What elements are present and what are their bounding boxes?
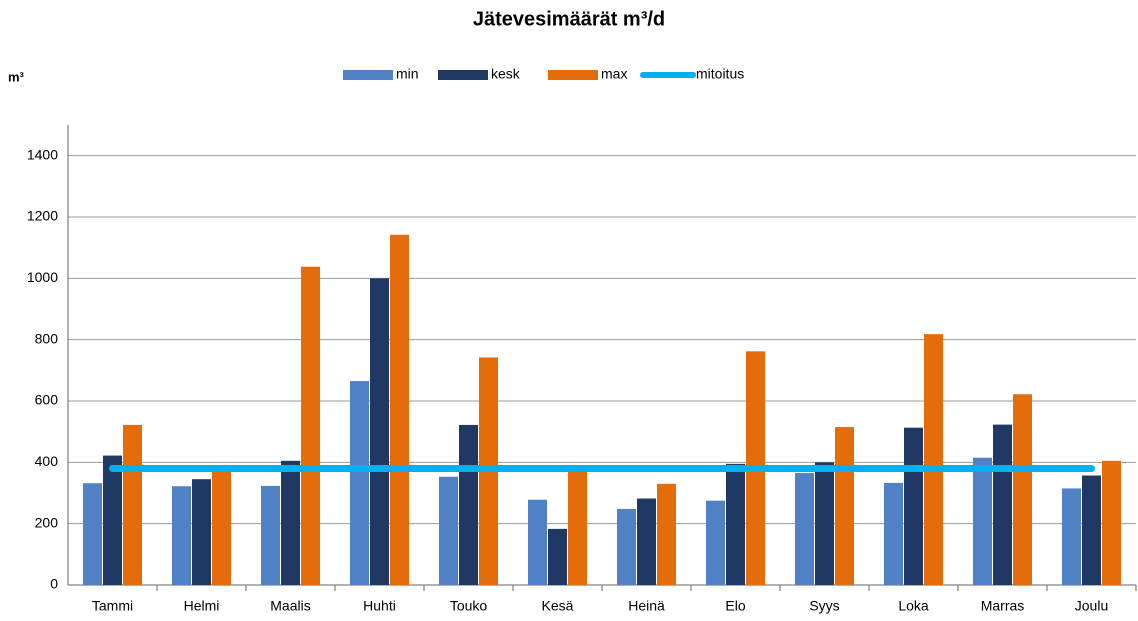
bar (548, 528, 567, 585)
bar (261, 485, 280, 585)
bar (350, 381, 369, 585)
legend-label: min (396, 66, 419, 82)
bar (657, 483, 676, 585)
y-tick-label: 1200 (27, 208, 58, 224)
bar (884, 482, 903, 585)
legend-swatch (548, 70, 598, 80)
x-tick-label: Marras (981, 598, 1025, 614)
x-tick-label: Syys (809, 598, 839, 614)
bar (172, 486, 191, 585)
y-tick-label: 1000 (27, 269, 58, 285)
bar (993, 424, 1012, 585)
x-tick-label: Loka (898, 598, 929, 614)
legend-label: mitoitus (696, 66, 744, 82)
bar (1013, 394, 1032, 585)
bar (83, 483, 102, 585)
bar (924, 334, 943, 585)
bar (192, 479, 211, 585)
x-tick-label: Helmi (184, 598, 220, 614)
x-tick-label: Kesä (542, 598, 574, 614)
bar (123, 424, 142, 585)
bar (439, 476, 458, 585)
bar (568, 470, 587, 585)
bar (301, 266, 320, 585)
y-tick-label: 800 (35, 330, 59, 346)
bar (528, 499, 547, 585)
bar (1102, 460, 1121, 585)
legend-label: kesk (491, 66, 521, 82)
x-tick-label: Touko (450, 598, 488, 614)
bar (706, 500, 725, 585)
bar (1082, 475, 1101, 585)
bar (1062, 488, 1081, 585)
legend-swatch (343, 70, 393, 80)
bar (795, 473, 814, 585)
bar (726, 463, 745, 585)
bar (835, 427, 854, 585)
legend-swatch (438, 70, 488, 80)
legend-label: max (601, 66, 627, 82)
bar (212, 470, 231, 585)
x-tick-label: Elo (725, 598, 745, 614)
x-tick-label: Joulu (1075, 598, 1108, 614)
bar (390, 234, 409, 585)
bar (904, 427, 923, 585)
y-tick-label: 200 (35, 514, 59, 530)
chart-title: Jätevesimäärät m³/d (473, 8, 665, 30)
bar (973, 457, 992, 585)
x-tick-label: Tammi (92, 598, 133, 614)
x-tick-label: Heinä (628, 598, 665, 614)
x-tick-label: Maalis (270, 598, 310, 614)
bar (637, 498, 656, 585)
y-tick-label: 600 (35, 392, 59, 408)
bar (617, 508, 636, 585)
bar (370, 278, 389, 585)
bar (103, 455, 122, 585)
bar (459, 424, 478, 585)
y-axis-label: m³ (8, 69, 25, 84)
x-tick-label: Huhti (363, 598, 396, 614)
bar (281, 460, 300, 585)
y-tick-label: 1400 (27, 146, 58, 162)
bar (815, 462, 834, 585)
y-tick-label: 400 (35, 453, 59, 469)
y-tick-label: 0 (50, 576, 58, 592)
